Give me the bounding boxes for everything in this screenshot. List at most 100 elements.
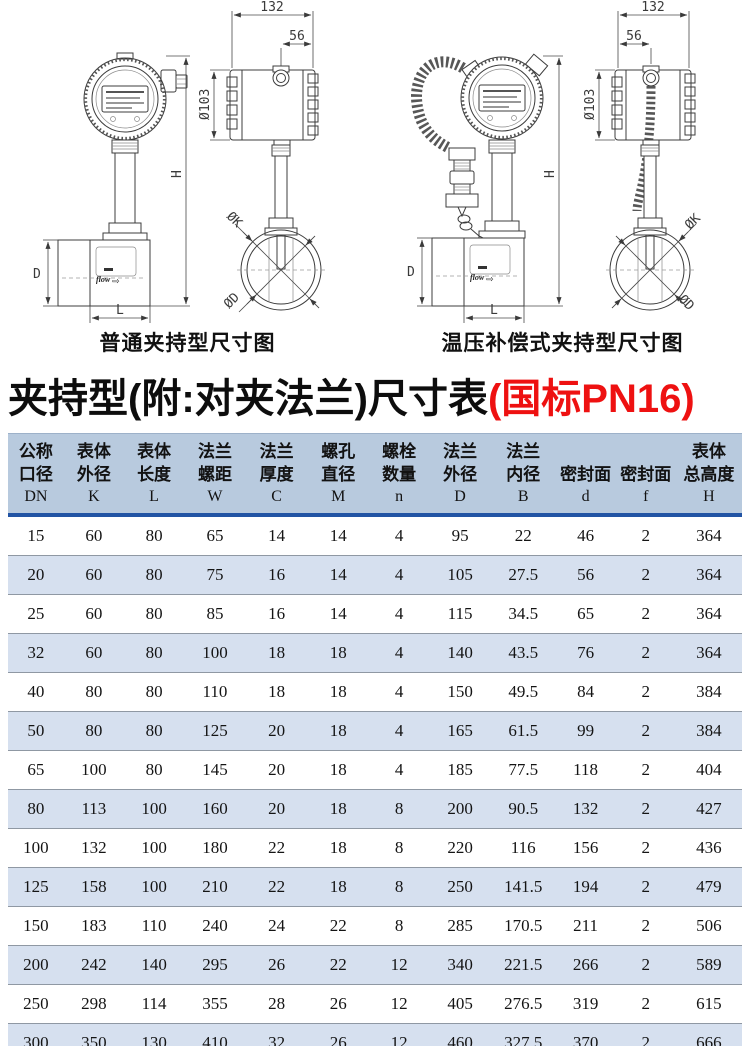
cell-n-dn300: 12 <box>369 1023 430 1046</box>
cell-DN-dn50: 50 <box>8 711 64 751</box>
table-row-dn-80: 80 113 100 160 20 18 8 200 90.5 132 2 427 <box>8 789 742 829</box>
col-header-M: 螺孔 直径 M <box>307 433 370 517</box>
cell-M-dn80: 18 <box>307 789 370 829</box>
dim-56: 56 <box>626 29 642 44</box>
col-header-DN: 公称 口径 DN <box>8 433 64 517</box>
dim-dia103: Ø103 <box>198 89 213 120</box>
col-header-C: 法兰 厚度 C <box>245 433 308 517</box>
table-row-dn-200: 200 242 140 295 26 22 12 340 221.5 266 2 589 <box>8 945 742 985</box>
cell-W-dn40: 110 <box>184 672 246 712</box>
cell-B-dn40: 49.5 <box>490 672 556 712</box>
cell-f-dn32: 2 <box>615 633 676 673</box>
cell-DN-dn32: 32 <box>8 633 64 673</box>
cell-d-dn300: 370 <box>555 1023 616 1046</box>
cell-DN-dn200: 200 <box>8 945 64 985</box>
table-row-dn-32: 32 60 80 100 18 18 4 140 43.5 76 2 364 <box>8 633 742 673</box>
caption-ordinary-clamp-type: 普通夹持型尺寸图 <box>99 332 276 355</box>
table-row-dn-150: 150 183 110 240 24 22 8 285 170.5 211 2 506 <box>8 906 742 946</box>
cell-M-dn50: 18 <box>307 711 370 751</box>
cell-W-dn65: 145 <box>184 750 246 790</box>
cell-B-dn300: 327.5 <box>490 1023 556 1046</box>
cell-W-dn20: 75 <box>184 555 246 595</box>
cell-W-dn300: 410 <box>184 1023 246 1046</box>
cell-K-dn125: 158 <box>63 867 124 907</box>
cell-B-dn80: 90.5 <box>490 789 556 829</box>
cell-L-dn150: 110 <box>123 906 185 946</box>
cell-d-dn32: 76 <box>555 633 616 673</box>
left-side-view: 132 56 <box>198 0 325 313</box>
cell-d-dn200: 266 <box>555 945 616 985</box>
caption-temp-pressure-compensated: 温压补偿式夹持型尺寸图 <box>441 332 684 355</box>
cell-W-dn125: 210 <box>184 867 246 907</box>
table-header-row: 公称 口径 DN 表体 外径 K 表体 长度 L 法兰 螺距 W 法兰 厚度 C 螺孔 直径 M 螺栓 数量 n 法兰 外径… <box>8 433 742 517</box>
cell-C-dn125: 22 <box>245 867 308 907</box>
cell-B-dn20: 27.5 <box>490 555 556 595</box>
cell-d-dn20: 56 <box>555 555 616 595</box>
cell-H-dn150: 506 <box>675 906 742 946</box>
cell-K-dn40: 80 <box>63 672 124 712</box>
cell-M-dn32: 18 <box>307 633 370 673</box>
cell-d-dn25: 65 <box>555 594 616 634</box>
cell-H-dn200: 589 <box>675 945 742 985</box>
dim-H: H <box>170 170 185 178</box>
cell-W-dn80: 160 <box>184 789 246 829</box>
title-standard-pn16: (国标PN16) <box>487 377 695 421</box>
cell-H-dn15: 364 <box>675 515 742 556</box>
cell-DN-dn25: 25 <box>8 594 64 634</box>
cell-W-dn50: 125 <box>184 711 246 751</box>
cell-B-dn15: 22 <box>490 515 556 556</box>
cell-L-dn65: 80 <box>123 750 185 790</box>
table-row-dn-100: 100 132 100 180 22 18 8 220 116 156 2 436 <box>8 828 742 868</box>
page-title: 夹持型(附:对夹法兰)尺寸表(国标PN16) <box>8 366 748 424</box>
cell-DN-dn125: 125 <box>8 867 64 907</box>
dim-diaD: ØD <box>675 292 697 314</box>
cell-d-dn250: 319 <box>555 984 616 1024</box>
cell-C-dn25: 16 <box>245 594 308 634</box>
cell-f-dn80: 2 <box>615 789 676 829</box>
cell-K-dn25: 60 <box>63 594 124 634</box>
cell-K-dn100: 132 <box>63 828 124 868</box>
cell-DN-dn150: 150 <box>8 906 64 946</box>
cell-M-dn200: 22 <box>307 945 370 985</box>
cell-L-dn250: 114 <box>123 984 185 1024</box>
cell-L-dn300: 130 <box>123 1023 185 1046</box>
cell-L-dn15: 80 <box>123 515 185 556</box>
cell-d-dn40: 84 <box>555 672 616 712</box>
dim-132: 132 <box>260 0 283 15</box>
cell-W-dn15: 65 <box>184 515 246 556</box>
cell-L-dn32: 80 <box>123 633 185 673</box>
cell-n-dn50: 4 <box>369 711 430 751</box>
cell-d-dn100: 156 <box>555 828 616 868</box>
cell-n-dn15: 4 <box>369 515 430 556</box>
cell-W-dn250: 355 <box>184 984 246 1024</box>
cell-M-dn125: 18 <box>307 867 370 907</box>
col-header-D: 法兰 外径 D <box>429 433 491 517</box>
cell-B-dn65: 77.5 <box>490 750 556 790</box>
cell-C-dn20: 16 <box>245 555 308 595</box>
cell-B-dn25: 34.5 <box>490 594 556 634</box>
col-header-W: 法兰 螺距 W <box>184 433 246 517</box>
cell-H-dn50: 384 <box>675 711 742 751</box>
cell-M-dn100: 18 <box>307 828 370 868</box>
cell-H-dn20: 364 <box>675 555 742 595</box>
cell-W-dn200: 295 <box>184 945 246 985</box>
cell-f-dn125: 2 <box>615 867 676 907</box>
cell-L-dn125: 100 <box>123 867 185 907</box>
cell-n-dn20: 4 <box>369 555 430 595</box>
cell-K-dn15: 60 <box>63 515 124 556</box>
cell-d-dn125: 194 <box>555 867 616 907</box>
cell-D-dn25: 115 <box>429 594 491 634</box>
cell-C-dn50: 20 <box>245 711 308 751</box>
cell-H-dn25: 364 <box>675 594 742 634</box>
cell-K-dn50: 80 <box>63 711 124 751</box>
cell-C-dn40: 18 <box>245 672 308 712</box>
cell-n-dn250: 12 <box>369 984 430 1024</box>
col-header-f: 密封面 f <box>615 433 676 517</box>
cell-K-dn80: 113 <box>63 789 124 829</box>
cell-D-dn50: 165 <box>429 711 491 751</box>
cell-B-dn150: 170.5 <box>490 906 556 946</box>
table-row-dn-125: 125 158 100 210 22 18 8 250 141.5 194 2 479 <box>8 867 742 907</box>
cell-H-dn100: 436 <box>675 828 742 868</box>
cell-n-dn80: 8 <box>369 789 430 829</box>
